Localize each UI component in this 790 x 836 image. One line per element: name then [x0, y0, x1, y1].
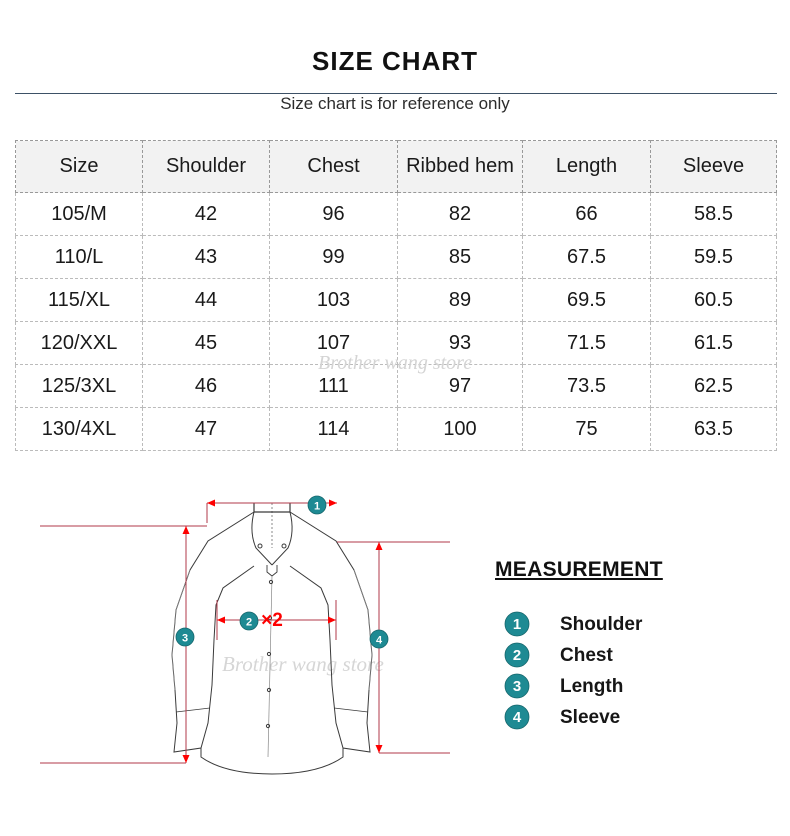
svg-text:4: 4	[376, 635, 383, 647]
svg-text:3: 3	[182, 633, 188, 645]
svg-text:2: 2	[513, 647, 521, 664]
svg-text:Shoulder: Shoulder	[560, 614, 643, 635]
svg-text:Sleeve: Sleeve	[560, 707, 620, 728]
svg-text:3: 3	[513, 678, 521, 695]
svg-text:1: 1	[513, 616, 521, 633]
svg-text:1: 1	[314, 501, 320, 513]
svg-text:Length: Length	[560, 676, 623, 697]
svg-text:Chest: Chest	[560, 645, 613, 666]
svg-text:2: 2	[246, 617, 252, 629]
svg-text:×2: ×2	[261, 610, 283, 631]
svg-text:4: 4	[513, 709, 522, 726]
